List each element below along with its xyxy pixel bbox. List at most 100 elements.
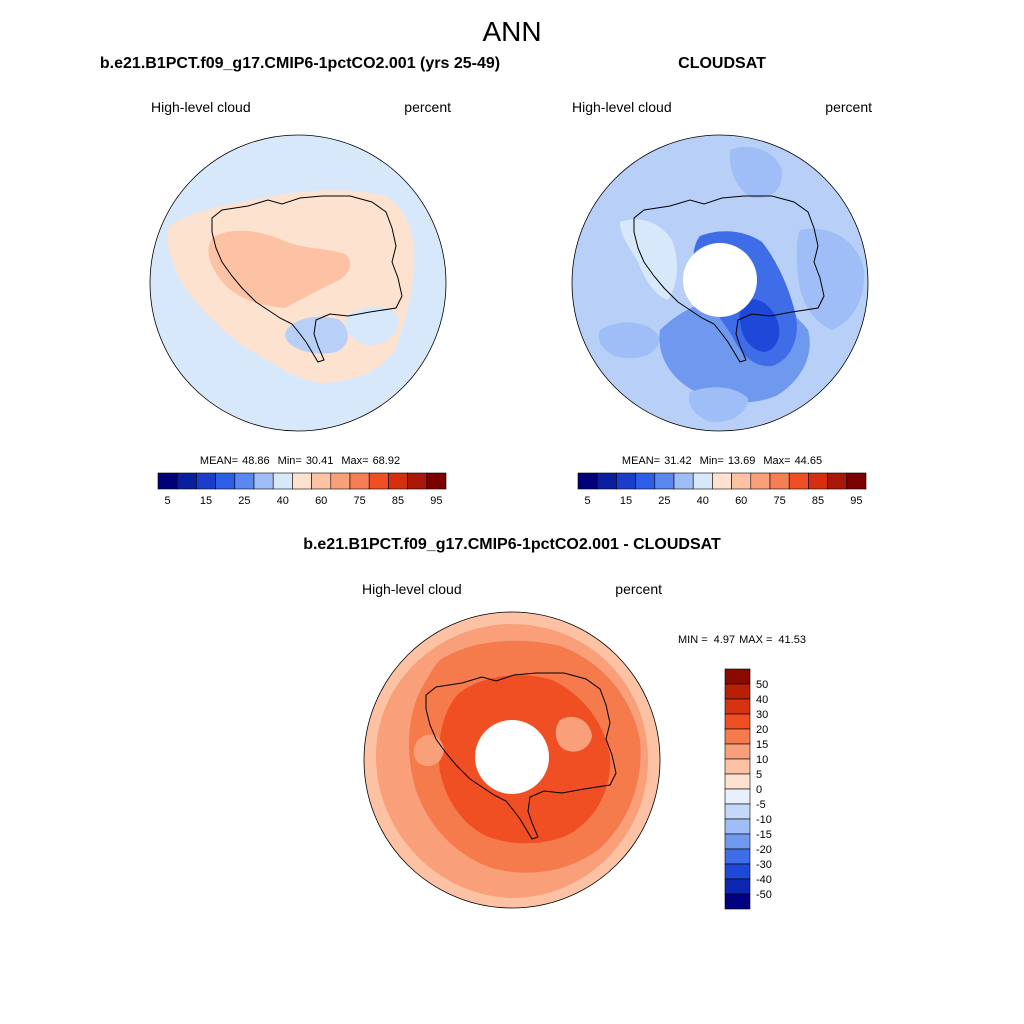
colorbar-swatch <box>311 472 332 490</box>
colorbar-swatch <box>724 668 751 685</box>
contour-region-low-east <box>344 306 399 346</box>
colorbar-swatch <box>253 472 274 490</box>
contour-region-light-patch-west <box>413 734 444 767</box>
colorbar-tick-label: 60 <box>735 495 747 507</box>
panel-obs-map-border <box>571 134 869 432</box>
panel-obs-mean-value: 31.42 <box>664 455 692 467</box>
colorbar-tick-label: 95 <box>430 495 442 507</box>
colorbar-swatch <box>616 472 636 490</box>
panel-obs-map <box>572 135 868 431</box>
panel-model-title: b.e21.B1PCT.f09_g17.CMIP6-1pctCO2.001 (y… <box>100 55 500 72</box>
colorbar-swatch <box>349 472 370 490</box>
colorbar-swatch <box>724 773 751 790</box>
colorbar-tick-label: 25 <box>238 495 250 507</box>
panel-model-mean-label: MEAN= <box>200 455 238 467</box>
colorbar-swatch <box>724 743 751 760</box>
colorbar-tick-label: -20 <box>756 844 772 856</box>
panel-model-max-value: 68.92 <box>373 455 401 467</box>
panel-model-max-label: Max= <box>341 455 368 467</box>
colorbar-tick-label: 5 <box>585 495 591 507</box>
colorbar-tick-label: 40 <box>277 495 289 507</box>
colorbar-swatch <box>724 683 751 700</box>
panel-model-colorbar <box>157 472 447 490</box>
colorbar-swatch <box>577 472 598 490</box>
colorbar-swatch <box>724 698 751 715</box>
colorbar-swatch <box>157 472 178 490</box>
colorbar-swatch <box>368 472 389 490</box>
panel-model-map-border <box>149 134 447 432</box>
colorbar-swatch <box>846 472 867 490</box>
colorbar-tick-label: -5 <box>756 799 766 811</box>
colorbar-swatch <box>215 472 236 490</box>
colorbar-swatch <box>724 803 751 820</box>
colorbar-swatch <box>196 472 216 490</box>
colorbar-tick-label: 5 <box>165 495 171 507</box>
panel-diff-map-border <box>363 611 661 909</box>
panel-obs-mean-label: MEAN= <box>622 455 660 467</box>
colorbar-swatch <box>788 472 809 490</box>
colorbar-swatch <box>724 758 751 775</box>
polar-data-gap <box>683 243 757 317</box>
panel-obs-min-label: Min= <box>700 455 724 467</box>
panel-model-coastline <box>211 195 403 363</box>
panel-obs-min-value: 13.69 <box>728 455 756 467</box>
panel-diff-max-value: 41.53 <box>778 634 806 646</box>
panel-diff-stats: MIN = 4.97 MAX = 41.53 <box>678 634 806 646</box>
panel-model: b.e21.B1PCT.f09_g17.CMIP6-1pctCO2.001 (y… <box>100 55 500 432</box>
panel-diff-colorbar <box>724 668 751 910</box>
panel-diff-max-label: MAX = <box>739 634 772 646</box>
colorbar-swatch <box>673 472 694 490</box>
colorbar-swatch <box>750 472 771 490</box>
panel-diff-variable-label: High-level cloud <box>362 581 462 597</box>
colorbar-swatch <box>388 472 408 490</box>
colorbar-swatch <box>176 472 197 490</box>
panel-diff-map <box>364 612 660 908</box>
colorbar-tick-label: 75 <box>773 495 785 507</box>
colorbar-swatch <box>724 848 751 865</box>
colorbar-tick-label: 60 <box>315 495 327 507</box>
panel-model-variable-label: High-level cloud <box>151 99 251 115</box>
colorbar-swatch <box>724 788 751 805</box>
figure-title: ANN <box>482 16 541 47</box>
contour-region-mid-blue-north <box>729 146 783 199</box>
colorbar-tick-label: -40 <box>756 874 772 886</box>
colorbar-tick-label: 95 <box>850 495 862 507</box>
panel-obs-colorbar <box>577 472 867 490</box>
panel-model-colorbar-ticks: 5 15 25 40 60 75 85 95 <box>165 495 443 507</box>
panel-obs-title: CLOUDSAT <box>678 55 766 72</box>
colorbar-swatch <box>724 728 751 745</box>
colorbar-tick-label: 50 <box>756 679 768 691</box>
panel-model-stats: MEAN= 48.86 Min= 30.41 Max= 68.92 <box>200 455 400 467</box>
contour-region-mid-blue-east <box>796 228 865 330</box>
colorbar-swatch <box>596 472 617 490</box>
panel-model-mean-value: 48.86 <box>242 455 270 467</box>
colorbar-swatch <box>407 472 428 490</box>
panel-diff-min-value: 4.97 <box>714 634 735 646</box>
colorbar-swatch <box>292 472 312 490</box>
panel-model-min-value: 30.41 <box>306 455 334 467</box>
panel-obs-coastline <box>633 195 825 363</box>
colorbar-swatch <box>712 472 732 490</box>
polar-data-gap <box>475 720 549 794</box>
panel-obs: CLOUDSAT High-level cloud percent <box>571 55 872 432</box>
panel-model-map <box>150 135 446 431</box>
colorbar-swatch <box>330 472 351 490</box>
colorbar-tick-label: 85 <box>392 495 404 507</box>
colorbar-swatch <box>769 472 790 490</box>
colorbar-swatch <box>808 472 828 490</box>
contour-region-light-peninsula <box>620 219 677 300</box>
contour-region-15-20 <box>739 299 780 352</box>
colorbar-swatch <box>827 472 848 490</box>
colorbar-swatch <box>724 878 751 895</box>
colorbar-tick-label: 25 <box>658 495 670 507</box>
colorbar-swatch <box>272 472 293 490</box>
panel-diff-units-label: percent <box>615 581 662 597</box>
panel-obs-max-label: Max= <box>763 455 790 467</box>
panel-model-min-label: Min= <box>278 455 302 467</box>
colorbar-tick-label: 85 <box>812 495 824 507</box>
panel-model-units-label: percent <box>404 99 451 115</box>
colorbar-tick-label: 30 <box>756 709 768 721</box>
colorbar-tick-label: 75 <box>353 495 365 507</box>
colorbar-tick-label: 40 <box>697 495 709 507</box>
